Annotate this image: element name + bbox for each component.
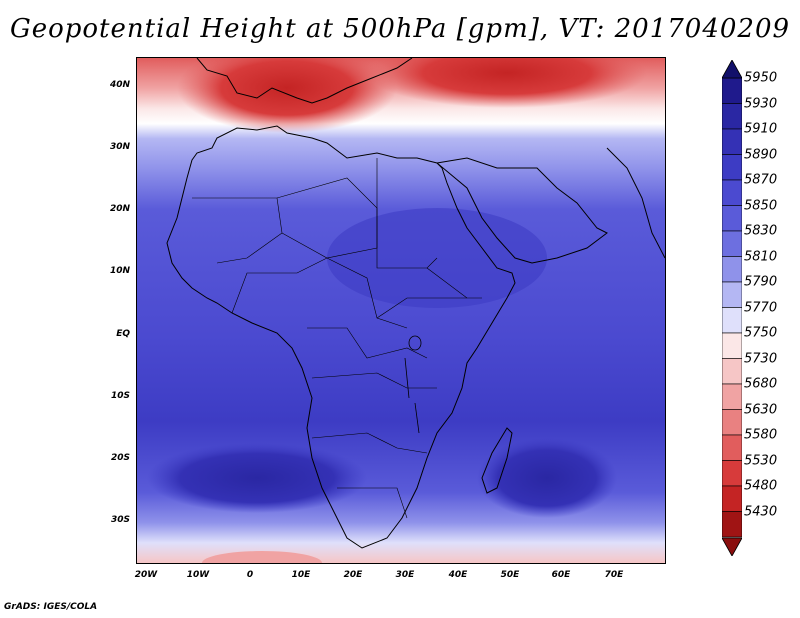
colorbar-level-label: 5810 bbox=[744, 249, 778, 264]
lat-label-10s: 10S bbox=[110, 391, 130, 401]
lon-label-10e: 10E bbox=[291, 570, 311, 580]
colorbar-level-label: 5750 bbox=[744, 325, 778, 341]
colorbar-max-arrow bbox=[722, 60, 742, 79]
lakes bbox=[404, 335, 422, 434]
colorbar-cell bbox=[722, 154, 742, 181]
lake-malawi bbox=[414, 402, 420, 434]
colorbar-cell bbox=[722, 307, 742, 334]
lake-tanganyika bbox=[404, 357, 410, 399]
high-center-south-atlantic bbox=[147, 443, 367, 513]
colorbar-level-label: 5680 bbox=[744, 376, 778, 392]
lon-label-60e: 60E bbox=[551, 570, 571, 580]
lat-label-30n: 30N bbox=[109, 142, 130, 152]
colorbar-level-label: 5930 bbox=[744, 96, 778, 111]
colorbar-level-label: 5530 bbox=[744, 453, 778, 468]
credit-text: GrADS: IGES/COLA bbox=[4, 602, 98, 612]
africa-coastline bbox=[166, 125, 516, 549]
lat-label-40n: 40N bbox=[109, 80, 130, 90]
colorbar-cell bbox=[722, 179, 742, 206]
lon-label-30e: 30E bbox=[395, 570, 415, 580]
colorbar-cell bbox=[722, 205, 742, 232]
lat-label-30s: 30S bbox=[110, 515, 130, 525]
lat-label-eq: EQ bbox=[116, 329, 130, 339]
colorbar-cell bbox=[722, 281, 742, 308]
colorbar-cell bbox=[722, 103, 742, 130]
lon-label-0: 0 bbox=[246, 570, 254, 580]
lon-label-20e: 20E bbox=[343, 570, 363, 580]
colorbar-level-label: 5580 bbox=[744, 427, 778, 443]
lat-label-20s: 20S bbox=[110, 453, 130, 463]
colorbar-level-label: 5870 bbox=[744, 172, 778, 188]
colorbar-cell bbox=[722, 409, 742, 436]
colorbar-level-label: 5730 bbox=[744, 351, 778, 366]
europe-coastline bbox=[196, 58, 413, 104]
lake-victoria bbox=[408, 335, 422, 351]
colorbar-level-label: 5910 bbox=[744, 121, 778, 137]
colorbar bbox=[722, 60, 742, 556]
colorbar-level-label: 5850 bbox=[744, 198, 778, 213]
lat-label-20n: 20N bbox=[109, 204, 130, 214]
colorbar-level-label: 5950 bbox=[744, 70, 778, 86]
colorbar-level-label: 5480 bbox=[744, 478, 778, 494]
lon-label-20w: 20W bbox=[134, 570, 158, 580]
map-panel bbox=[136, 57, 666, 564]
lat-label-10n: 10N bbox=[109, 266, 130, 276]
colorbar-level-label: 5790 bbox=[744, 274, 778, 290]
low-center-mediterranean bbox=[177, 58, 397, 133]
colorbar-level-label: 5830 bbox=[744, 223, 778, 239]
colorbar-cell bbox=[722, 230, 742, 257]
colorbar-level-label: 5770 bbox=[744, 300, 778, 315]
colorbar-cell bbox=[722, 332, 742, 359]
colorbar-cell bbox=[722, 460, 742, 487]
coastlines bbox=[166, 58, 665, 549]
colorbar-level-label: 5890 bbox=[744, 147, 778, 162]
colorbar-cell bbox=[722, 256, 742, 283]
colorbar-cell bbox=[722, 358, 742, 385]
map-title: Geopotential Height at 500hPa [gpm], VT:… bbox=[9, 14, 791, 44]
colorbar-cell bbox=[722, 383, 742, 410]
low-center-middle-east bbox=[367, 58, 647, 108]
colorbar-cell bbox=[722, 511, 742, 538]
colorbar-level-label: 5630 bbox=[744, 402, 778, 417]
colorbar-cell bbox=[722, 128, 742, 155]
country-borders bbox=[192, 158, 482, 519]
madagascar-coastline bbox=[481, 427, 513, 494]
colorbar-level-label: 5430 bbox=[744, 504, 778, 519]
lon-label-50e: 50E bbox=[500, 570, 520, 580]
colorbar-cell bbox=[722, 485, 742, 512]
india-coastline bbox=[606, 147, 665, 259]
geopotential-map bbox=[137, 58, 665, 563]
colorbar-min-arrow bbox=[722, 537, 742, 556]
lon-label-40e: 40E bbox=[448, 570, 468, 580]
colorbar-cell bbox=[722, 77, 742, 104]
colorbar-cell bbox=[722, 434, 742, 461]
high-center-indian-ocean bbox=[477, 438, 617, 518]
arabia-coastline bbox=[435, 157, 608, 264]
lon-label-70e: 70E bbox=[604, 570, 624, 580]
lon-label-10w: 10W bbox=[186, 570, 210, 580]
southern-edge-low bbox=[202, 551, 322, 563]
